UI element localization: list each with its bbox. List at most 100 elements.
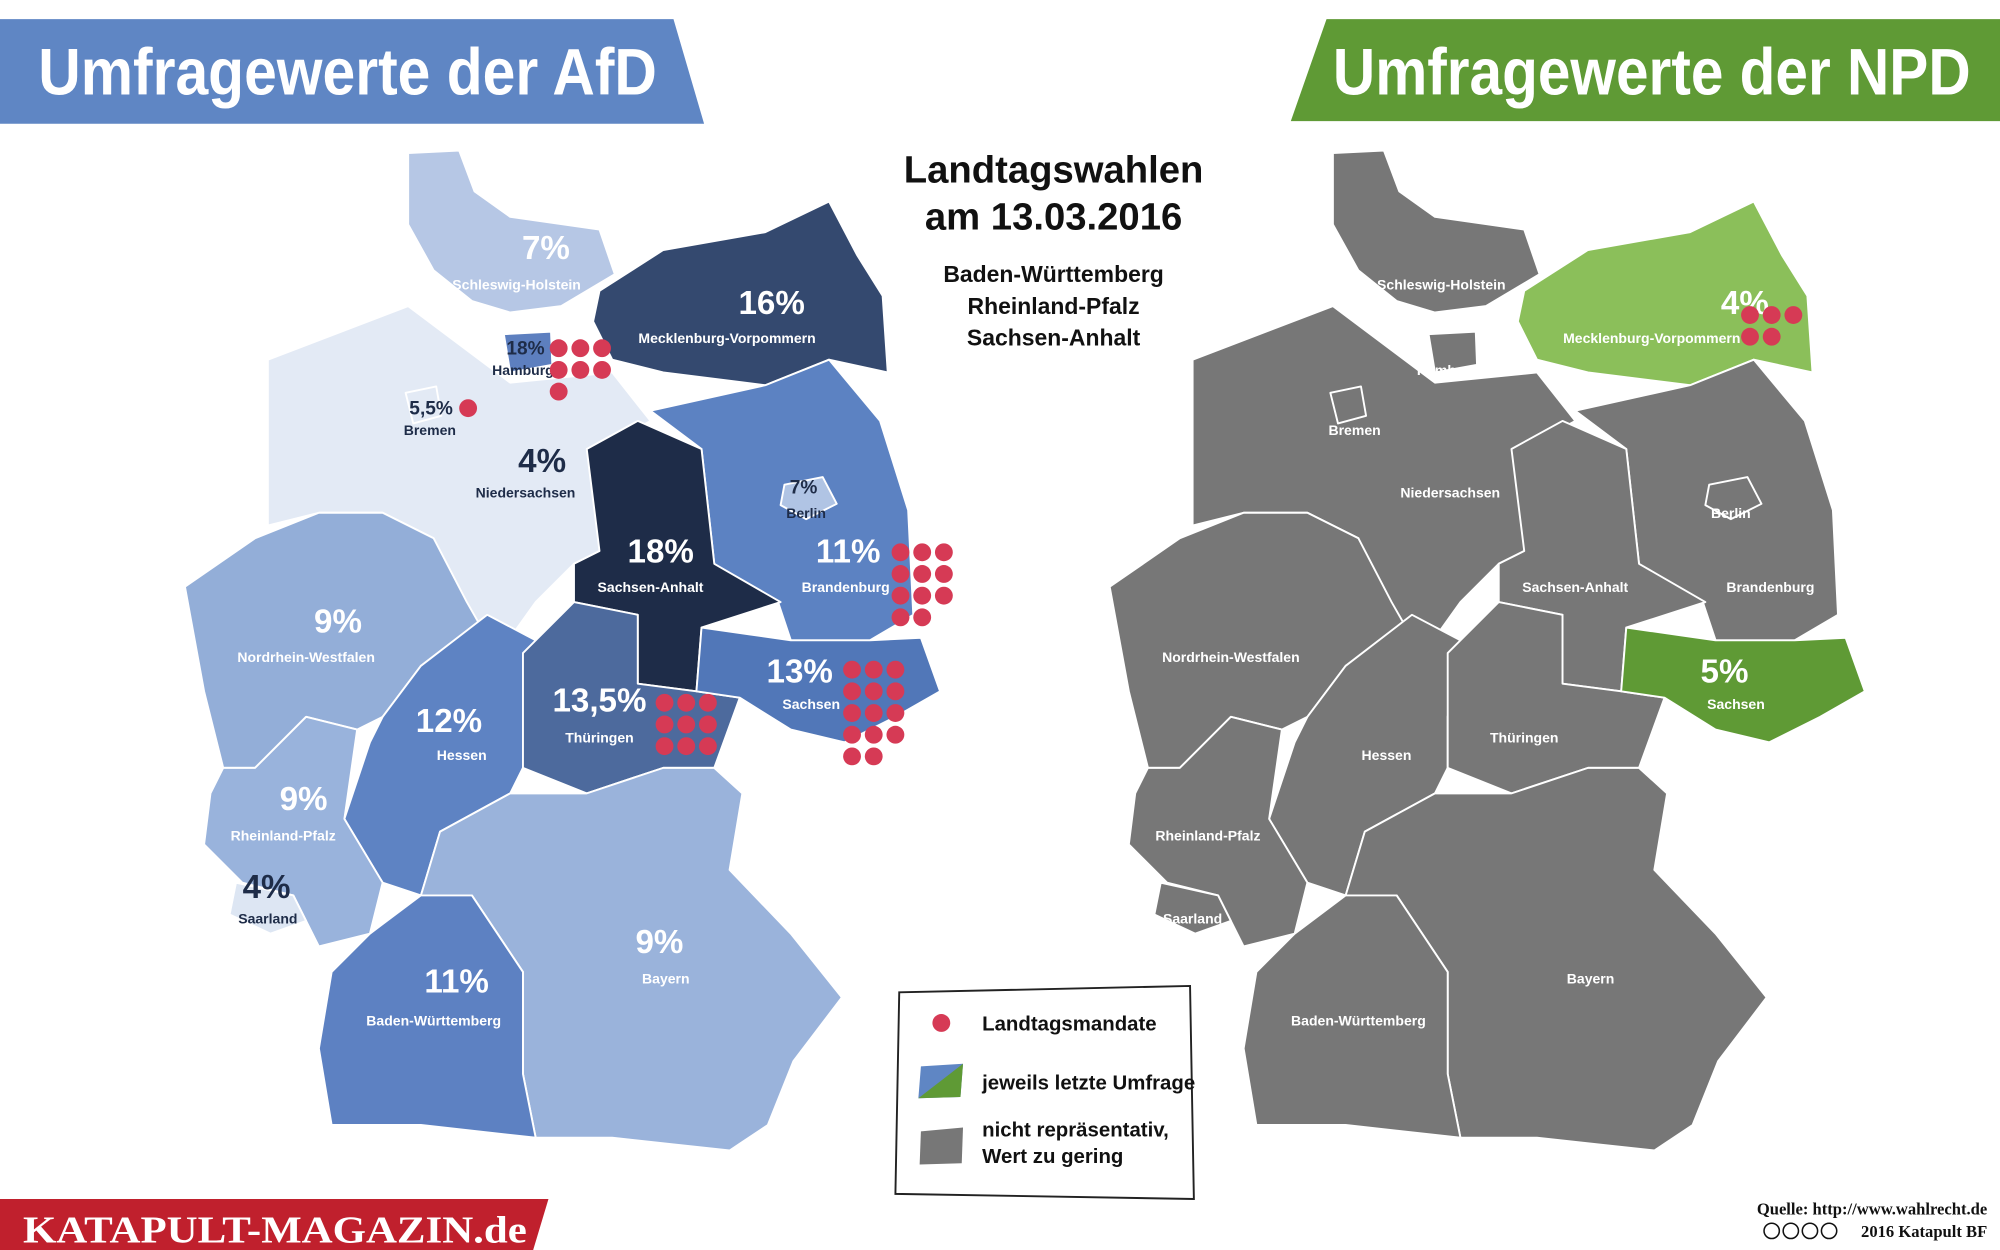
legend-label: jeweils letzte Umfrage [981,1072,1195,1094]
state-name: Thüringen [565,729,634,745]
mandate-dot [1762,327,1781,346]
state-name: Niedersachsen [476,484,576,500]
mandate-dot [913,565,932,583]
state-name: Hamburg [492,362,554,378]
mandate-dot [886,725,905,744]
mandate-dot [864,660,883,679]
legend-swatch [919,1127,964,1165]
mandate-dot [571,339,590,358]
mandate-dot [843,704,861,722]
state-afd [779,476,838,521]
mandate-dot [655,737,674,756]
state-npd [1446,601,1666,795]
state-name: Sachsen-Anhalt [1522,579,1628,595]
source: Quelle: http://www.wahlrecht.de [1757,1199,1987,1218]
election-heading: am 13.03.2016 [925,196,1182,239]
mandate-dot [843,725,861,744]
poll-value: 18% [628,534,694,571]
mandate-dot [459,399,478,418]
copyright: 2016 Katapult BF [1861,1222,1987,1241]
state-name: Berlin [786,505,826,521]
mandate-dot [549,339,568,358]
state-name: Nordrhein-Westfalen [1162,649,1300,665]
mandate-dot [934,565,953,583]
state-npd [1620,626,1866,744]
state-afd [317,894,537,1139]
state-name: Hamburg [1417,362,1479,378]
state-npd [1242,894,1462,1139]
poll-value: 9% [280,781,328,818]
poll-value: 9% [635,924,683,961]
mandate-dot [891,608,910,627]
poll-value: 16% [738,285,804,322]
poll-value: 5,5% [409,399,453,420]
state-name: Thüringen [1490,729,1559,745]
state-name: Berlin [1711,505,1751,521]
state-afd [228,881,308,935]
mandate-dot [1741,327,1759,346]
mandate-dot [655,693,674,712]
npd-banner [1290,19,2000,122]
brand: KATAPULT-MAGAZIN.de [23,1209,527,1250]
poll-value: 7% [790,478,818,499]
state-afd [592,200,889,387]
mandate-dot [1784,306,1803,324]
state-name: Bremen [1328,422,1380,438]
mandate-dot [934,586,953,605]
mandate-dot [677,737,696,756]
state-name: Baden-Württemberg [366,1013,501,1029]
afd-banner [0,19,705,124]
mandate-dot [698,715,717,734]
election-state: Baden-Württemberg [943,261,1163,287]
state-name: Baden-Württemberg [1291,1013,1426,1029]
state-name: Schleswig-Holstein [452,277,581,293]
afd-map: Schleswig-Holstein 7% Mecklenburg-Vorpomme… [183,149,953,1152]
mandate-dot [549,360,568,379]
mandate-dot [843,747,861,766]
election-state: Rheinland-Pfalz [968,293,1140,319]
npd-title: Umfragewerte der NPD [1333,35,1971,109]
mandate-dot [655,715,674,734]
state-npd [1331,149,1541,314]
brand-banner [0,1198,549,1250]
mandate-dot [913,586,932,605]
mandate-dot [843,660,861,679]
state-name: Rheinland-Pfalz [231,828,336,844]
poll-value: 13% [767,653,833,690]
state-name: Schleswig-Holstein [1377,277,1506,293]
state-name: Niedersachsen [1400,484,1500,500]
state-npd [1516,200,1814,387]
state-afd [404,385,443,425]
state-name: Mecklenburg-Vorpommern [638,330,815,346]
mandate-dot [1762,306,1781,324]
mandate-dot [864,704,883,722]
state-name: Sachsen [782,696,840,712]
mandate-dot [864,747,883,766]
poll-value: 4% [518,443,566,480]
mandate-dot [843,682,861,701]
mandate-dot [1741,306,1759,324]
poll-value: 7% [522,230,570,267]
legend-label: Landtagsmandate [982,1014,1156,1036]
mandate-dot [571,360,590,379]
mandate-dot [886,682,905,701]
poll-value: 12% [416,703,482,740]
mandate-dot [886,704,905,722]
state-name: Nordrhein-Westfalen [237,649,375,665]
mandate-dot [864,725,883,744]
poll-value: 5% [1701,653,1749,690]
mandate-dot [677,715,696,734]
npd-map: Schleswig-Holstein Mecklenburg-Vorpommern… [1108,149,1866,1152]
poll-value: 4% [243,869,291,906]
state-npd [1329,385,1368,425]
state-name: Bayern [1567,970,1615,986]
state-name: Hessen [1362,747,1412,763]
mandate-dot [891,586,910,605]
state-name: Sachsen [1707,696,1765,712]
legend-label: nicht repräsentativ, [982,1119,1169,1141]
state-name: Brandenburg [802,579,890,595]
state-name: Bayern [642,970,690,986]
mandate-dot [677,693,696,712]
legend-box [894,984,1195,1200]
